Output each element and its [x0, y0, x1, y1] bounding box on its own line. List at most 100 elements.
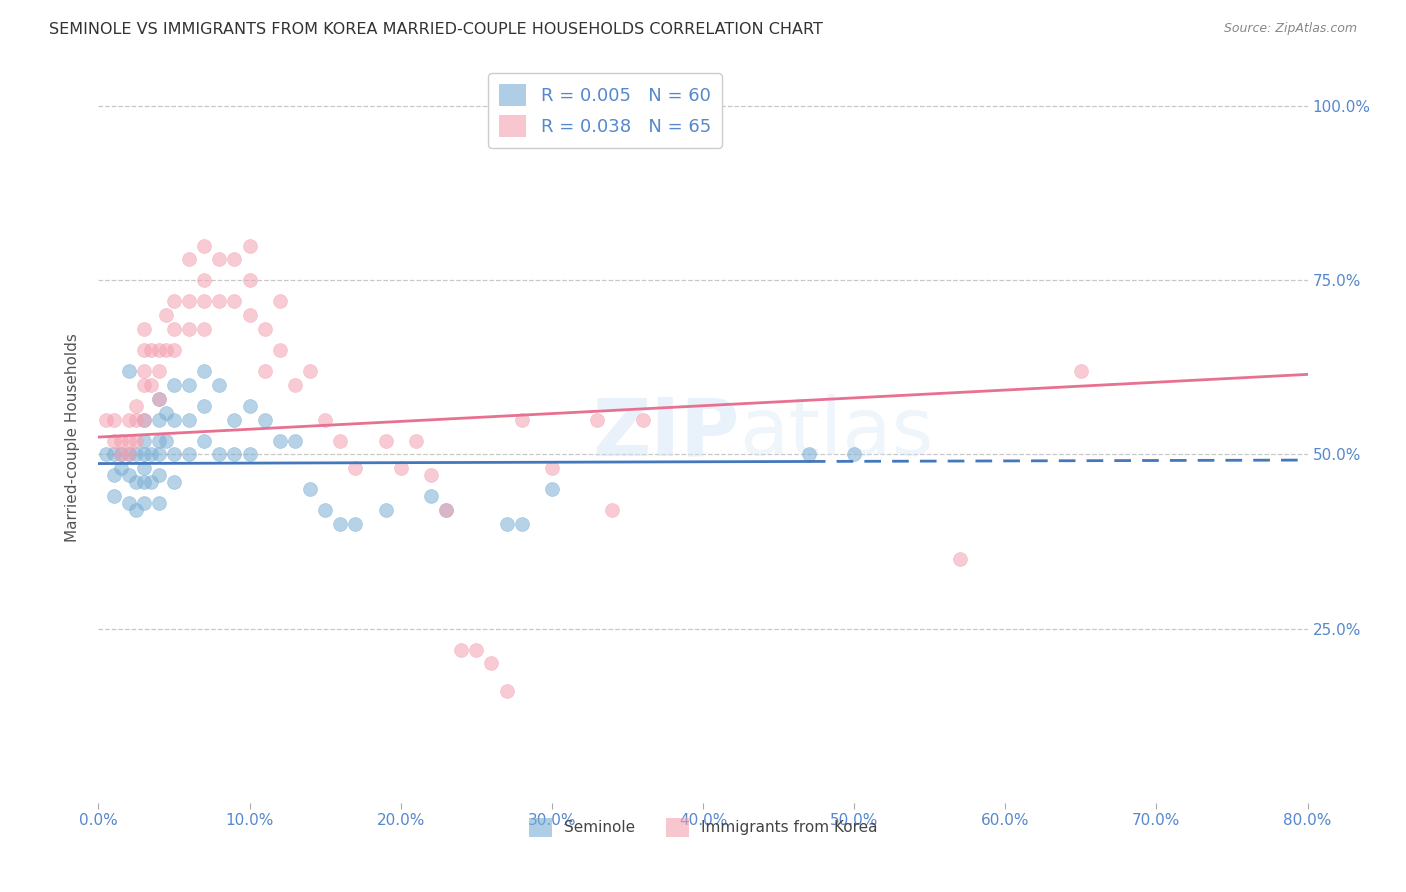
Point	[193, 434, 215, 448]
Point	[510, 517, 533, 532]
Point	[141, 377, 163, 392]
Point	[253, 364, 276, 378]
Point	[329, 434, 352, 448]
Point	[224, 412, 246, 426]
Point	[179, 412, 201, 426]
Point	[420, 468, 443, 483]
Point	[148, 392, 170, 406]
Point	[103, 468, 125, 483]
Point	[284, 377, 307, 392]
Point	[132, 377, 155, 392]
Point	[132, 475, 155, 490]
Point	[495, 517, 517, 532]
Point	[510, 412, 533, 426]
Point	[163, 412, 186, 426]
Point	[208, 294, 231, 309]
Point	[269, 343, 291, 357]
Point	[118, 434, 141, 448]
Point	[540, 461, 562, 475]
Point	[179, 322, 201, 336]
Point	[299, 483, 322, 497]
Point	[389, 461, 412, 475]
Point	[125, 448, 148, 462]
Point	[420, 489, 443, 503]
Point	[269, 294, 291, 309]
Point	[148, 364, 170, 378]
Point	[118, 412, 141, 426]
Point	[602, 503, 624, 517]
Point	[239, 308, 262, 322]
Text: ZIP: ZIP	[592, 394, 740, 473]
Text: atlas: atlas	[740, 394, 934, 473]
Point	[103, 489, 125, 503]
Point	[193, 273, 215, 287]
Point	[179, 377, 201, 392]
Point	[103, 434, 125, 448]
Point	[434, 503, 457, 517]
Point	[193, 322, 215, 336]
Point	[141, 475, 163, 490]
Point	[465, 642, 488, 657]
Point	[163, 475, 186, 490]
Point	[193, 364, 215, 378]
Point	[118, 468, 141, 483]
Y-axis label: Married-couple Households: Married-couple Households	[65, 333, 80, 541]
Point	[148, 392, 170, 406]
Point	[103, 448, 125, 462]
Point	[155, 406, 177, 420]
Point	[193, 399, 215, 413]
Point	[148, 468, 170, 483]
Point	[224, 252, 246, 267]
Point	[94, 412, 117, 426]
Point	[163, 322, 186, 336]
Point	[132, 322, 155, 336]
Point	[374, 503, 396, 517]
Point	[118, 364, 141, 378]
Point	[193, 238, 215, 252]
Point	[179, 448, 201, 462]
Point	[239, 238, 262, 252]
Text: Source: ZipAtlas.com: Source: ZipAtlas.com	[1223, 22, 1357, 36]
Point	[586, 412, 609, 426]
Point	[118, 448, 141, 462]
Point	[132, 448, 155, 462]
Point	[495, 684, 517, 698]
Point	[148, 496, 170, 510]
Point	[132, 412, 155, 426]
Point	[110, 448, 132, 462]
Point	[481, 657, 503, 671]
Point	[148, 412, 170, 426]
Point	[179, 252, 201, 267]
Point	[141, 448, 163, 462]
Point	[540, 483, 562, 497]
Point	[132, 461, 155, 475]
Point	[118, 496, 141, 510]
Point	[125, 434, 148, 448]
Point	[193, 294, 215, 309]
Point	[208, 448, 231, 462]
Point	[155, 343, 177, 357]
Point	[155, 434, 177, 448]
Point	[110, 434, 132, 448]
Point	[94, 448, 117, 462]
Point	[125, 412, 148, 426]
Point	[344, 461, 367, 475]
Point	[163, 343, 186, 357]
Point	[179, 294, 201, 309]
Point	[329, 517, 352, 532]
Point	[224, 294, 246, 309]
Point	[949, 552, 972, 566]
Point	[163, 448, 186, 462]
Point	[125, 503, 148, 517]
Point	[148, 434, 170, 448]
Point	[208, 377, 231, 392]
Point	[141, 343, 163, 357]
Point	[434, 503, 457, 517]
Point	[132, 343, 155, 357]
Point	[132, 434, 155, 448]
Point	[132, 364, 155, 378]
Point	[125, 399, 148, 413]
Point	[1070, 364, 1092, 378]
Point	[284, 434, 307, 448]
Point	[239, 399, 262, 413]
